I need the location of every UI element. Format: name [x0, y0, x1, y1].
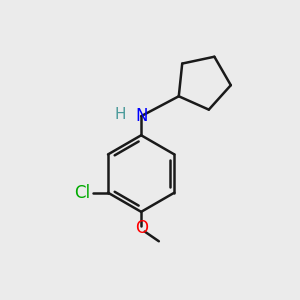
Text: Cl: Cl — [74, 184, 90, 202]
Text: O: O — [135, 219, 148, 237]
Text: N: N — [135, 107, 147, 125]
Text: H: H — [114, 107, 126, 122]
